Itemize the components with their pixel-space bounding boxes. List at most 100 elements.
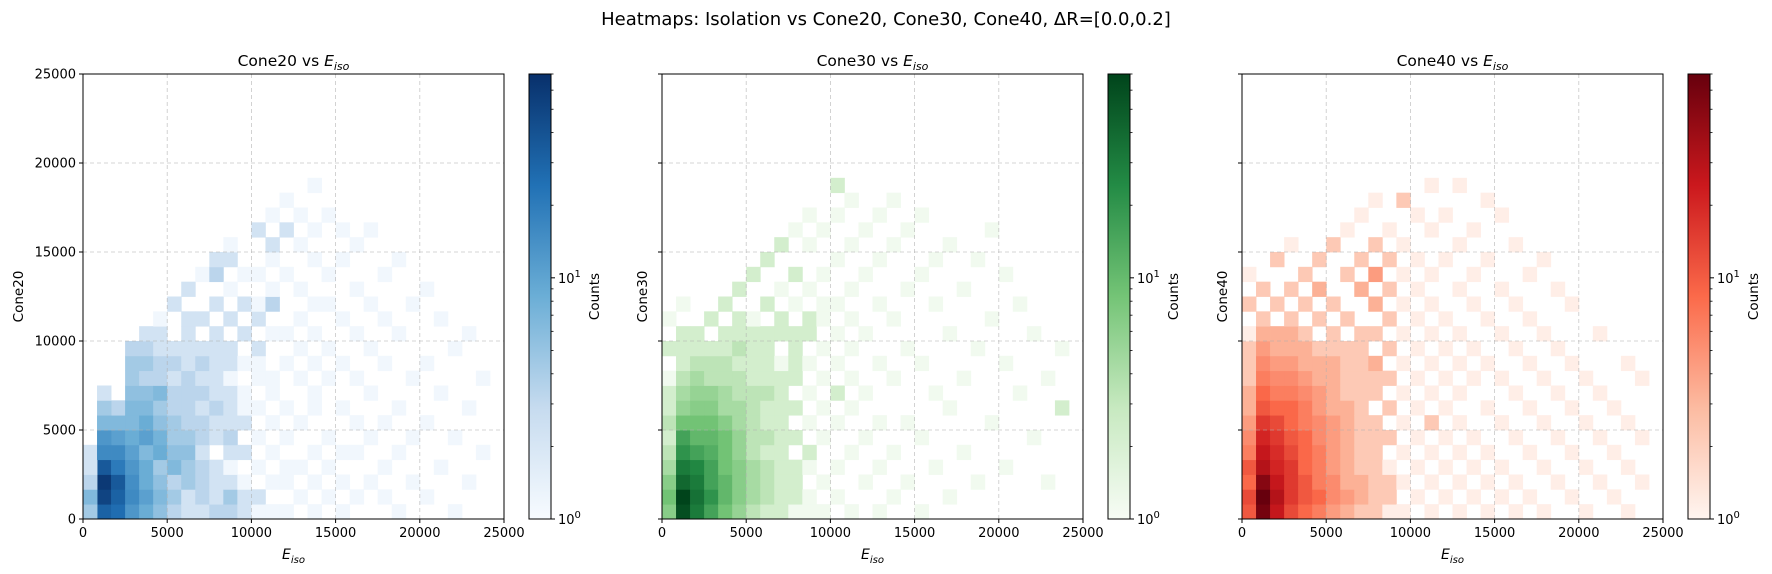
heatmap-cell xyxy=(265,237,280,253)
heatmap-cell xyxy=(111,430,126,446)
heatmap-cell xyxy=(279,430,294,446)
heatmap-cell xyxy=(788,474,803,490)
heatmap-cell xyxy=(858,326,873,342)
heatmap-cell xyxy=(321,341,336,357)
heatmap-cell xyxy=(942,400,958,416)
heatmap-cell xyxy=(251,400,266,416)
heatmap-cell xyxy=(802,355,817,372)
heatmap-cell xyxy=(1508,504,1524,520)
heatmap-cell xyxy=(788,370,803,386)
heatmap-cell xyxy=(676,415,691,431)
heatmap-cell xyxy=(746,266,761,283)
heatmap-cell xyxy=(690,474,705,490)
heatmap-cell xyxy=(1284,311,1299,327)
heatmap-cell xyxy=(1242,355,1257,372)
heatmap-cell xyxy=(139,459,154,475)
heatmap-cell xyxy=(984,222,1000,238)
heatmap-cell xyxy=(195,266,210,283)
heatmap-cell xyxy=(1452,444,1467,461)
heatmap-cell xyxy=(1312,252,1327,268)
heatmap-cell xyxy=(1368,430,1383,446)
y-axis-label: Cone20 xyxy=(11,271,27,323)
heatmap-cell xyxy=(461,326,477,342)
heatmap-cell xyxy=(690,400,705,416)
heatmap-cell xyxy=(279,266,294,283)
heatmap-cell xyxy=(732,474,747,490)
heatmap-cell xyxy=(167,296,182,312)
heatmap-cell xyxy=(251,222,266,238)
heatmap-cell xyxy=(1340,474,1355,490)
heatmap-cell xyxy=(111,444,126,461)
heatmap-cell xyxy=(293,237,308,253)
heatmap-cell xyxy=(1396,444,1411,461)
heatmap-cell xyxy=(830,177,845,194)
x-axis-label: Eiso xyxy=(282,547,305,566)
heatmap-cell xyxy=(1466,489,1481,505)
heatmap-cell xyxy=(1410,370,1425,386)
heatmap-cell xyxy=(405,474,421,490)
heatmap-cell xyxy=(1494,207,1510,223)
heatmap-cell xyxy=(1340,415,1355,431)
heatmap-cell xyxy=(1312,385,1327,401)
heatmap-cell xyxy=(139,355,154,372)
y-axis-label: Cone40 xyxy=(1215,271,1231,323)
heatmap-cell xyxy=(830,385,845,401)
heatmap-cell xyxy=(1368,459,1383,475)
heatmap-cell xyxy=(125,355,140,372)
heatmap-cell xyxy=(1284,385,1299,401)
heatmap-cell xyxy=(802,207,817,223)
x-tick-label: 20000 xyxy=(1558,526,1599,541)
heatmap-cell xyxy=(153,474,168,490)
heatmap-cell xyxy=(223,237,238,253)
heatmap-cell xyxy=(153,489,168,505)
heatmap-cell xyxy=(690,341,705,357)
heatmap-cell xyxy=(1368,370,1383,386)
heatmap-cell xyxy=(662,385,677,401)
y-tick-label: 10000 xyxy=(35,335,76,350)
heatmap-cell xyxy=(914,504,930,520)
heatmap-cell xyxy=(718,415,733,431)
heatmap-cell xyxy=(433,459,449,475)
heatmap-cell xyxy=(676,489,691,505)
heatmap-cell xyxy=(1438,459,1453,475)
heatmap-cell xyxy=(1494,326,1510,342)
heatmap-cell xyxy=(1368,504,1383,520)
heatmap-cell xyxy=(760,430,775,446)
y-tick-label: 5000 xyxy=(43,424,76,439)
heatmap-cell xyxy=(774,504,789,520)
heatmap-cell xyxy=(1354,207,1369,223)
heatmap-cell xyxy=(914,430,930,446)
heatmap-cell xyxy=(461,400,477,416)
x-tick-label: 15000 xyxy=(315,526,356,541)
heatmap-cell xyxy=(802,311,817,327)
heatmap-cell xyxy=(1298,326,1313,342)
heatmap-cell xyxy=(1368,385,1383,401)
heatmap-cell xyxy=(307,400,322,416)
heatmap-cell xyxy=(718,385,733,401)
heatmap-cell xyxy=(181,400,196,416)
heatmap-cell xyxy=(363,385,379,401)
heatmap-cell xyxy=(760,252,775,268)
heatmap-cell xyxy=(1480,504,1495,520)
heatmap-cell xyxy=(718,355,733,372)
heatmap-cell xyxy=(858,385,873,401)
heatmap-cell xyxy=(1396,474,1411,490)
heatmap-cell xyxy=(181,474,196,490)
heatmap-cell xyxy=(1242,504,1257,520)
heatmap-cell xyxy=(1256,489,1271,505)
heatmap-cell xyxy=(844,400,859,416)
heatmap-cell xyxy=(237,355,252,372)
heatmap-cell xyxy=(1284,326,1299,342)
heatmap-cell xyxy=(251,504,266,520)
colorbar xyxy=(1687,73,1711,520)
heatmap-cell xyxy=(732,326,747,342)
x-tick-label: 10000 xyxy=(810,526,851,541)
heatmap-panel-cone30: 0 5000 10000 15000 20000 25000 Cone30 vs Eiso E… xyxy=(635,52,1182,566)
heatmap-cell xyxy=(335,355,351,372)
heatmap-cell xyxy=(1326,489,1341,505)
heatmap-cell xyxy=(293,207,308,223)
heatmap-cell xyxy=(223,504,238,520)
heatmap-cell xyxy=(1606,489,1622,505)
heatmap-cell xyxy=(237,400,252,416)
heatmap-cell xyxy=(704,311,719,327)
